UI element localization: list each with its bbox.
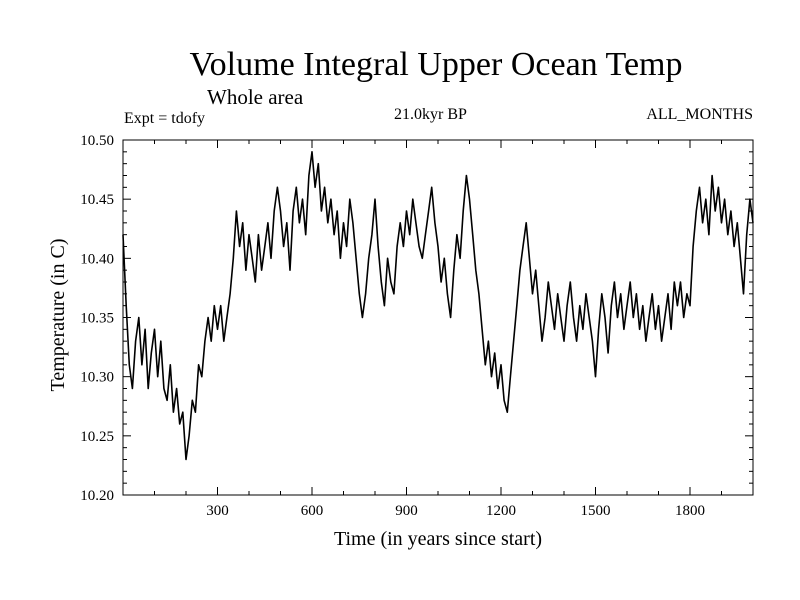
months-label: ALL_MONTHS xyxy=(646,106,753,123)
series-layer xyxy=(122,151,754,461)
experiment-label: Expt = tdofy xyxy=(124,110,206,127)
y-tick-label: 10.35 xyxy=(80,311,114,327)
x-tick-label: 1200 xyxy=(486,503,516,519)
y-axis: 10.20 10.25 10.30 10.35 10.40 10.45 10.50 xyxy=(80,133,753,504)
series-line-0 xyxy=(122,151,754,461)
y-tick-label: 10.20 xyxy=(80,488,114,504)
y-tick-label: 10.50 xyxy=(80,133,114,149)
x-tick-label: 1800 xyxy=(675,503,705,519)
y-tick-label: 10.45 xyxy=(80,192,114,208)
y-axis-label: Temperature (in C) xyxy=(47,238,69,392)
x-tick-label: 900 xyxy=(395,503,418,519)
x-tick-label: 1500 xyxy=(581,503,611,519)
chart-subtitle: Whole area xyxy=(207,85,304,109)
plot-frame xyxy=(122,139,754,496)
y-tick-label: 10.40 xyxy=(80,251,114,267)
x-axis: 300 600 900 1200 1500 1800 xyxy=(154,140,722,519)
x-tick-label: 600 xyxy=(301,503,324,519)
x-tick-label: 300 xyxy=(206,503,229,519)
y-tick-label: 10.30 xyxy=(80,370,114,386)
y-tick-label: 10.25 xyxy=(80,429,114,445)
period-label: 21.0kyr BP xyxy=(394,106,467,123)
x-axis-label: Time (in years since start) xyxy=(333,528,543,550)
chart-title: Volume Integral Upper Ocean Temp xyxy=(189,46,683,83)
